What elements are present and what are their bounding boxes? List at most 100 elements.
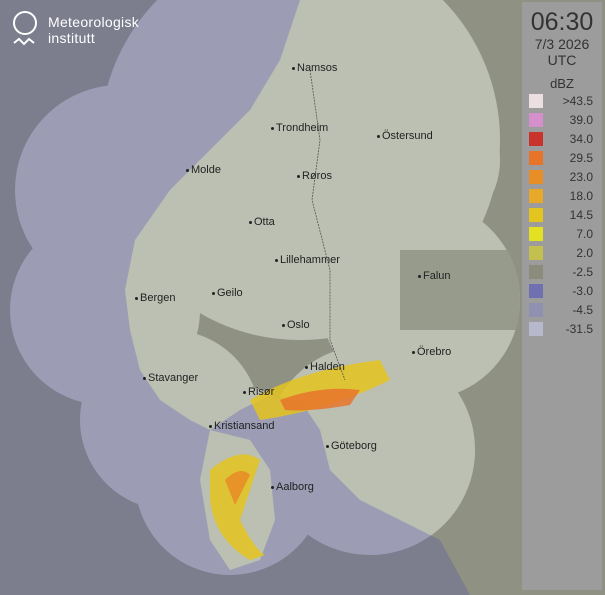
city-name: Oslo bbox=[287, 319, 310, 331]
city-name: Geilo bbox=[217, 287, 243, 299]
city-name: Namsos bbox=[297, 62, 338, 74]
city-dot-icon bbox=[305, 365, 308, 369]
city-label: Örebro bbox=[412, 346, 451, 358]
city-dot-icon bbox=[326, 444, 329, 448]
city-dot-icon bbox=[243, 390, 246, 394]
legend-entry: 23.0 bbox=[529, 167, 602, 186]
logo-sun-wave-icon bbox=[13, 11, 37, 46]
city-name: Örebro bbox=[417, 346, 452, 358]
city-name: Røros bbox=[302, 170, 332, 182]
date-label: 7/3 2026 bbox=[534, 36, 590, 52]
legend-value: -4.5 bbox=[572, 302, 593, 317]
legend-swatch bbox=[529, 245, 543, 260]
legend-swatch bbox=[529, 226, 543, 241]
legend-entry: -3.0 bbox=[529, 281, 602, 300]
time-label: 06:30 bbox=[530, 8, 594, 36]
city-name: Bergen bbox=[140, 292, 176, 304]
legend-scale: >43.5 39.0 34.0 29.5 23.0 18.0 14.5 7.0 2.0 -2.5 -… bbox=[522, 91, 602, 338]
legend-swatch bbox=[529, 283, 543, 298]
legend-value: 7.0 bbox=[576, 226, 593, 241]
legend-entry: 18.0 bbox=[529, 186, 602, 205]
legend-swatch bbox=[529, 321, 543, 336]
city-name: Otta bbox=[254, 216, 275, 228]
city-dot-icon bbox=[418, 274, 421, 278]
legend-swatch bbox=[529, 131, 543, 146]
city-label: Bergen bbox=[135, 292, 175, 304]
city-label: Aalborg bbox=[271, 481, 314, 493]
city-dot-icon bbox=[377, 134, 380, 138]
city-label: Kristiansand bbox=[209, 420, 275, 432]
legend-entry: 2.0 bbox=[529, 243, 602, 262]
city-label: Stavanger bbox=[143, 372, 198, 384]
city-label: Trondheim bbox=[271, 122, 328, 134]
legend-entry: 7.0 bbox=[529, 224, 602, 243]
city-label: Halden bbox=[305, 361, 345, 373]
legend-swatch bbox=[529, 150, 543, 165]
city-label: Otta bbox=[249, 216, 275, 228]
legend-value: 18.0 bbox=[569, 188, 593, 203]
city-label: Östersund bbox=[377, 130, 433, 142]
legend-value: -3.0 bbox=[572, 283, 593, 298]
logo-line1: Meteorologisk bbox=[48, 14, 140, 30]
city-dot-icon bbox=[249, 220, 252, 224]
legend-value: 34.0 bbox=[569, 131, 593, 146]
city-name: Stavanger bbox=[148, 372, 199, 384]
city-name: Falun bbox=[423, 270, 451, 282]
city-dot-icon bbox=[271, 126, 274, 130]
city-dot-icon bbox=[297, 174, 300, 178]
legend-entry: 39.0 bbox=[529, 110, 602, 129]
city-name: Molde bbox=[191, 164, 221, 176]
legend-value: 39.0 bbox=[569, 112, 593, 127]
city-label: Falun bbox=[418, 270, 451, 282]
city-name: Aalborg bbox=[276, 481, 314, 493]
legend-value: >43.5 bbox=[562, 93, 593, 108]
legend-panel: 06:30 7/3 2026 UTC dBZ >43.5 39.0 34.0 29.5… bbox=[522, 2, 602, 590]
city-label: Geilo bbox=[212, 287, 243, 299]
legend-value: 14.5 bbox=[569, 207, 593, 222]
city-dot-icon bbox=[212, 291, 215, 295]
legend-swatch bbox=[529, 188, 543, 203]
legend-swatch bbox=[529, 169, 543, 184]
city-dot-icon bbox=[412, 350, 415, 354]
city-label: Røros bbox=[297, 170, 332, 182]
legend-entry: 14.5 bbox=[529, 205, 602, 224]
city-label: Lillehammer bbox=[275, 254, 340, 266]
legend-entry: 29.5 bbox=[529, 148, 602, 167]
city-label: Namsos bbox=[292, 62, 337, 74]
legend-swatch bbox=[529, 207, 543, 222]
city-dot-icon bbox=[209, 424, 212, 428]
border-line bbox=[309, 69, 346, 381]
legend-entry: -2.5 bbox=[529, 262, 602, 281]
logo-line2: institutt bbox=[48, 30, 96, 46]
city-label: Risør bbox=[243, 386, 274, 398]
city-dot-icon bbox=[271, 485, 274, 489]
city-name: Risør bbox=[248, 386, 275, 398]
legend-swatch bbox=[529, 112, 543, 127]
legend-swatch bbox=[529, 264, 543, 279]
legend-entry: 34.0 bbox=[529, 129, 602, 148]
met-logo: Meteorologisk institutt bbox=[12, 10, 139, 50]
city-dot-icon bbox=[135, 296, 138, 300]
legend-value: -31.5 bbox=[565, 321, 593, 336]
precipitation bbox=[210, 360, 390, 560]
legend-entry: -4.5 bbox=[529, 300, 602, 319]
legend-entry: -31.5 bbox=[529, 319, 602, 338]
legend-entry: >43.5 bbox=[529, 91, 602, 110]
city-dot-icon bbox=[282, 323, 285, 327]
legend-swatch bbox=[529, 302, 543, 317]
city-name: Göteborg bbox=[331, 440, 377, 452]
city-label: Göteborg bbox=[326, 440, 377, 452]
city-name: Trondheim bbox=[276, 122, 329, 134]
legend-value: 23.0 bbox=[569, 169, 593, 184]
timezone-label: UTC bbox=[547, 52, 577, 68]
city-dot-icon bbox=[143, 376, 146, 380]
city-dot-icon bbox=[292, 66, 295, 70]
city-dot-icon bbox=[186, 168, 189, 172]
legend-value: 29.5 bbox=[569, 150, 593, 165]
unit-label: dBZ bbox=[550, 76, 574, 91]
city-dot-icon bbox=[275, 258, 278, 262]
city-label: Oslo bbox=[282, 319, 310, 331]
legend-swatch bbox=[529, 93, 543, 108]
city-label: Molde bbox=[186, 164, 221, 176]
